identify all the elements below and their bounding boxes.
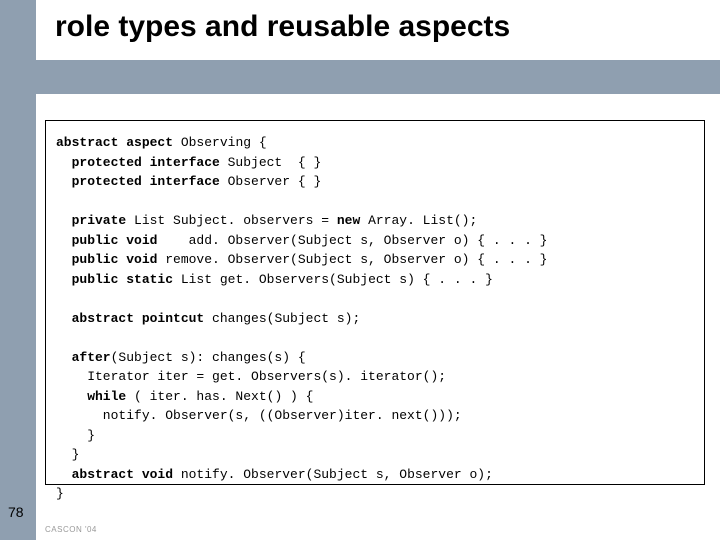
- code-text: (Subject s): changes(s) {: [111, 350, 306, 365]
- code-text: notify. Observer(Subject s, Observer o);: [173, 467, 493, 482]
- kw-public-void: public void: [56, 252, 157, 267]
- kw-new: new: [337, 213, 360, 228]
- code-text: remove. Observer(Subject s, Observer o) …: [157, 252, 547, 267]
- kw-abstract-aspect: abstract aspect: [56, 135, 173, 150]
- slide: role types and reusable aspects abstract…: [0, 0, 720, 540]
- code-text: }: [56, 447, 79, 462]
- page-number: 78: [8, 504, 24, 520]
- code-text: Observer { }: [220, 174, 321, 189]
- kw-public-void: public void: [56, 233, 157, 248]
- code-text: ( iter. has. Next() ) {: [126, 389, 313, 404]
- header-band: [36, 60, 720, 94]
- kw-public-static: public static: [56, 272, 173, 287]
- code-text: Array. List();: [360, 213, 477, 228]
- code-text: }: [56, 486, 64, 501]
- code-text: Subject { }: [220, 155, 321, 170]
- code-text: notify. Observer(s, ((Observer)iter. nex…: [56, 408, 462, 423]
- code-text: changes(Subject s);: [204, 311, 360, 326]
- kw-abstract-void: abstract void: [56, 467, 173, 482]
- code-text: List Subject. observers =: [126, 213, 337, 228]
- code-box: abstract aspect Observing { protected in…: [45, 120, 705, 485]
- kw-abstract-pointcut: abstract pointcut: [56, 311, 204, 326]
- footer-text: CASCON '04: [45, 525, 97, 534]
- code-text: }: [56, 428, 95, 443]
- code-text: add. Observer(Subject s, Observer o) { .…: [157, 233, 547, 248]
- kw-after: after: [56, 350, 111, 365]
- kw-protected-interface: protected interface: [56, 174, 220, 189]
- slide-title: role types and reusable aspects: [55, 10, 510, 44]
- left-accent-bar: [0, 0, 36, 540]
- code-text: Iterator iter = get. Observers(s). itera…: [56, 369, 446, 384]
- kw-while: while: [56, 389, 126, 404]
- code-text: Observing {: [173, 135, 267, 150]
- code-block: abstract aspect Observing { protected in…: [56, 133, 694, 504]
- code-text: List get. Observers(Subject s) { . . . }: [173, 272, 493, 287]
- kw-protected-interface: protected interface: [56, 155, 220, 170]
- kw-private: private: [56, 213, 126, 228]
